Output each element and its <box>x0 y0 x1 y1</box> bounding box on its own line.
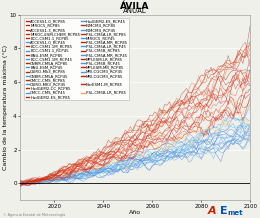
Text: © Agencia Estatal de Meteorología: © Agencia Estatal de Meteorología <box>3 213 65 217</box>
Y-axis label: Cambio de la temperatura máxima (°C): Cambio de la temperatura máxima (°C) <box>3 45 8 170</box>
Text: A: A <box>208 206 217 216</box>
Text: met: met <box>228 210 243 216</box>
Text: E: E <box>220 206 227 216</box>
Title: ÁVILA: ÁVILA <box>120 2 150 11</box>
Text: ANUAL: ANUAL <box>123 8 147 14</box>
X-axis label: Año: Año <box>129 210 141 215</box>
Legend: ACCESS1.0_RCP85, MIROC5_RCP85, ACCESS1.3_RCP85, MIROC-ESM-CHEM_RCP85, BCC-CSM1.1: ACCESS1.0_RCP85, MIROC5_RCP85, ACCESS1.3… <box>24 18 129 100</box>
